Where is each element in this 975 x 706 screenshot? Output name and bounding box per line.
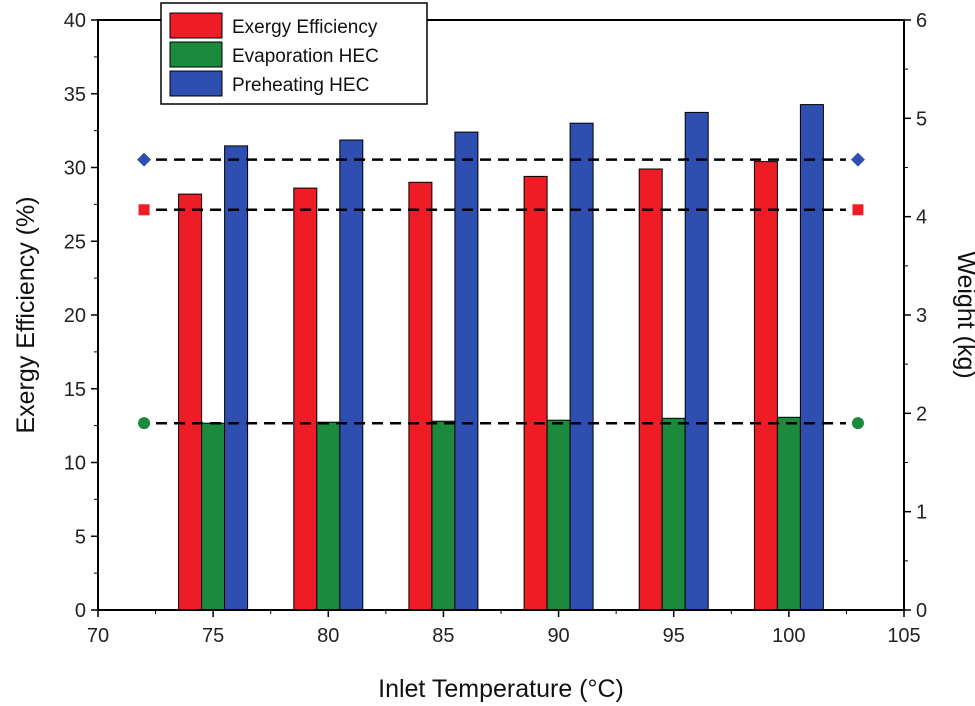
bar-preheating-hec-75 (224, 145, 249, 611)
y-tick-label-0: 0 (75, 600, 86, 622)
x-tick-label-80: 80 (317, 625, 339, 647)
ticks-layer: 70 75 80 85 90 95 100 105 0 5 10 15 20 25 30 35 40 0 1 2 3 4 5… (64, 10, 927, 647)
y2-tick-label-4: 4 (916, 207, 927, 229)
y-tick-label-10: 10 (64, 453, 86, 475)
y-tick-label-20: 20 (64, 305, 86, 327)
y-tick-label-40: 40 (64, 10, 86, 32)
reference-marker-square-left (138, 204, 150, 216)
x-tick-label-90: 90 (547, 625, 569, 647)
x-axis-title: Inlet Temperature (°C) (378, 675, 624, 703)
y-tick-label-30: 30 (64, 158, 86, 180)
x-tick-label-85: 85 (432, 625, 454, 647)
legend: Exergy Efficiency Evaporation HEC Prehea… (160, 2, 428, 105)
y2-tick-label-6: 6 (916, 10, 927, 32)
x-tick-label-95: 95 (663, 625, 685, 647)
bar-evaporation-hec-100 (776, 416, 801, 611)
legend-swatch-evaporation-hec (169, 41, 223, 68)
y-tick-label-25: 25 (64, 231, 86, 253)
reference-marker-diamond-right (850, 152, 865, 167)
y2-tick-label-0: 0 (916, 600, 927, 622)
bar-evaporation-hec-75 (201, 422, 226, 611)
bar-preheating-hec-100 (799, 104, 824, 611)
bar-evaporation-hec-95 (661, 417, 686, 611)
reference-marker-diamond-left (137, 152, 152, 167)
bar-evaporation-hec-80 (316, 421, 341, 611)
y2-tick-label-2: 2 (916, 403, 927, 425)
y-tick-label-15: 15 (64, 379, 86, 401)
y2-tick-label-3: 3 (916, 305, 927, 327)
reference-marker-circle-right (851, 417, 864, 430)
bar-evaporation-hec-90 (546, 419, 571, 611)
y-tick-label-35: 35 (64, 84, 86, 106)
y2-tick-label-5: 5 (916, 108, 927, 130)
bar-exergy-efficiency-80 (293, 187, 318, 611)
x-tick-label-70: 70 (87, 625, 109, 647)
bar-exergy-efficiency-100 (753, 161, 778, 611)
bar-exergy-efficiency-95 (638, 168, 663, 611)
reference-lines-layer (137, 152, 865, 430)
legend-label-preheating-hec: Preheating HEC (232, 75, 369, 96)
legend-swatch-exergy-efficiency (169, 12, 223, 39)
reference-marker-circle-left (138, 417, 151, 430)
bar-preheating-hec-90 (569, 122, 594, 611)
bar-exergy-efficiency-85 (408, 181, 433, 611)
x-tick-label-105: 105 (887, 625, 920, 647)
bar-exergy-efficiency-75 (178, 193, 203, 611)
bar-exergy-efficiency-90 (523, 175, 548, 611)
x-tick-label-100: 100 (772, 625, 805, 647)
legend-label-evaporation-hec: Evaporation HEC (232, 46, 379, 67)
legend-label-exergy-efficiency: Exergy Efficiency (232, 17, 378, 38)
reference-marker-square-right (852, 204, 864, 216)
y2-axis-title: Weight (kg) (952, 251, 975, 378)
bar-preheating-hec-85 (454, 131, 479, 611)
bar-preheating-hec-95 (684, 111, 709, 611)
y2-tick-label-1: 1 (916, 502, 927, 524)
x-tick-label-75: 75 (202, 625, 224, 647)
bars-layer (178, 104, 824, 611)
bar-evaporation-hec-85 (431, 420, 456, 611)
y-axis-title: Exergy Efficiency (%) (12, 196, 40, 433)
legend-swatch-preheating-hec (169, 70, 223, 97)
y-tick-label-5: 5 (75, 526, 86, 548)
